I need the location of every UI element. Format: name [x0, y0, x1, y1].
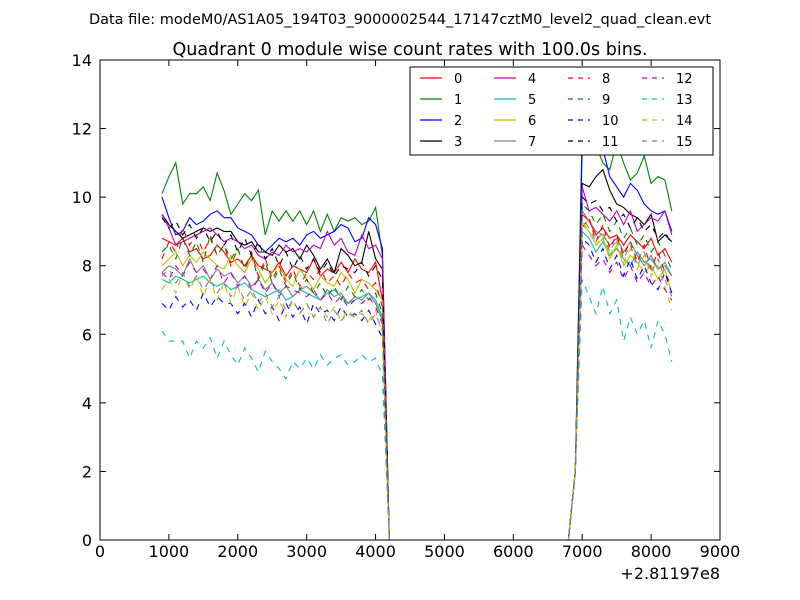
legend-label-14: 14: [676, 114, 693, 129]
legend-label-15: 15: [676, 135, 693, 150]
series-2-line: [161, 145, 673, 541]
series-10-line: [161, 237, 673, 541]
series-6-line: [161, 223, 673, 541]
y-tick-label: 8: [82, 257, 92, 276]
y-tick-label: 12: [72, 120, 92, 139]
legend-label-10: 10: [602, 114, 619, 129]
series-15-line: [161, 215, 673, 541]
x-tick-label: 5000: [424, 542, 465, 561]
y-tick-label: 4: [82, 394, 92, 413]
x-tick-label: 7000: [562, 542, 603, 561]
series-group: [161, 124, 673, 541]
series-4-line: [161, 186, 673, 541]
series-8-line: [161, 216, 673, 541]
figure-suptitle: Data file: modeM0/AS1A05_194T03_90000025…: [89, 12, 711, 28]
legend-label-7: 7: [528, 135, 536, 150]
series-0-line: [161, 213, 673, 541]
series-7-line: [161, 209, 673, 541]
plot-frame: [99, 59, 721, 541]
series-3-line: [161, 168, 673, 541]
legend-frame: [409, 66, 714, 156]
x-tick-label: 1000: [149, 542, 190, 561]
y-tick-label: 0: [82, 531, 92, 550]
series-14-line: [161, 219, 673, 541]
x-tick-label: 0: [95, 542, 105, 561]
legend-label-12: 12: [676, 72, 693, 87]
series-11-line: [161, 195, 673, 541]
series-9-line: [161, 202, 673, 541]
y-tick-label: 14: [72, 51, 92, 70]
legend-label-5: 5: [528, 93, 536, 108]
x-tick-label: 6000: [493, 542, 534, 561]
series-5-line: [161, 230, 673, 541]
x-tick-label: 2000: [217, 542, 258, 561]
x-tick-label: 3000: [286, 542, 327, 561]
legend-label-2: 2: [454, 114, 462, 129]
x-axis-offset-label: +2.81197e8: [620, 564, 720, 583]
chart-title: Quadrant 0 module wise count rates with …: [173, 40, 648, 60]
legend-label-11: 11: [602, 135, 619, 150]
legend-label-13: 13: [676, 93, 693, 108]
legend-label-0: 0: [454, 72, 462, 87]
y-tick-label: 10: [72, 188, 92, 207]
series-13-line: [161, 279, 673, 541]
y-tick-label: 2: [82, 462, 92, 481]
legend-label-4: 4: [528, 72, 536, 87]
axes-group: 0 1000 2000 3000 4000 5000 6000 7000 8000 9000 0 2 4…: [72, 51, 741, 561]
legend-label-9: 9: [602, 93, 610, 108]
x-tick-label: 9000: [700, 542, 741, 561]
legend-label-6: 6: [528, 114, 536, 129]
legend-label-1: 1: [454, 93, 462, 108]
series-12-line: [161, 243, 673, 541]
series-1-line: [161, 124, 673, 541]
legend-label-8: 8: [602, 72, 610, 87]
y-tick-label: 6: [82, 325, 92, 344]
x-tick-label: 4000: [355, 542, 396, 561]
x-tick-label: 8000: [631, 542, 672, 561]
legend-label-3: 3: [454, 135, 462, 150]
